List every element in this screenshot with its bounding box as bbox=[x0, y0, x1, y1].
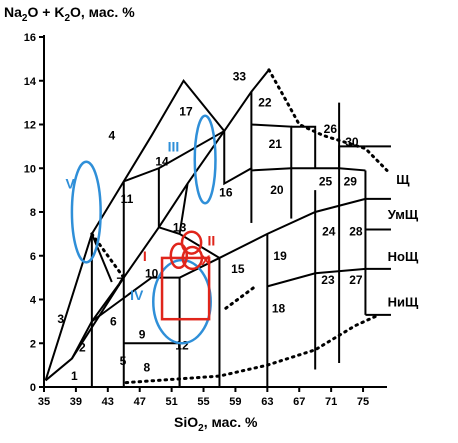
boundary-nosh-nish bbox=[267, 267, 391, 288]
x-axis-title: SiO2, мас. % bbox=[174, 414, 258, 434]
field-label: 20 bbox=[270, 183, 284, 197]
y-tick-label: 4 bbox=[30, 295, 37, 307]
field-label: 16 bbox=[219, 185, 233, 199]
y-tick-label: 2 bbox=[30, 338, 36, 350]
dotted-lower-limit bbox=[124, 313, 381, 385]
field-label: 10 bbox=[145, 266, 159, 280]
field-label: 14 bbox=[155, 155, 169, 169]
field-boundaries bbox=[44, 68, 391, 387]
field-label: 33 bbox=[233, 69, 247, 83]
field-label: 5 bbox=[120, 354, 127, 368]
field-label: 15 bbox=[231, 262, 245, 276]
field-label: 25 bbox=[319, 174, 333, 188]
y-tick-label: 8 bbox=[30, 207, 36, 219]
x-tick-label: 39 bbox=[70, 396, 82, 408]
sample-group-label: X bbox=[201, 252, 211, 268]
field-label: 22 bbox=[258, 96, 272, 110]
x-tick-label: 67 bbox=[293, 396, 305, 408]
y-tick-label: 6 bbox=[30, 251, 36, 263]
field-label: 26 bbox=[324, 122, 338, 136]
sample-group-outline bbox=[70, 160, 102, 264]
boundary-field-7-11 bbox=[90, 233, 113, 283]
sample-group-label: IV bbox=[130, 287, 144, 303]
x-tick-label: 71 bbox=[325, 396, 337, 408]
boundary-upper-diagonal bbox=[44, 69, 270, 382]
field-label: 1 bbox=[71, 369, 78, 383]
field-labels: 1234567891011121314151617181920212223242… bbox=[57, 69, 419, 383]
y-tick-label: 10 bbox=[24, 163, 36, 175]
sample-group-label: III bbox=[168, 138, 180, 154]
sample-group-label: II bbox=[208, 232, 216, 248]
x-tick-label: 43 bbox=[102, 396, 114, 408]
boundary-field-16-20 bbox=[223, 91, 253, 186]
field-label: 17 bbox=[179, 104, 193, 118]
field-label: 8 bbox=[144, 360, 151, 374]
field-label: 23 bbox=[321, 273, 335, 287]
boundary-field-21-26 bbox=[291, 125, 317, 169]
field-label: 28 bbox=[349, 225, 363, 239]
field-label: 3 bbox=[57, 312, 64, 326]
y-tick-label: 12 bbox=[24, 120, 36, 132]
field-label: 6 bbox=[110, 314, 117, 328]
x-tick-label: 75 bbox=[357, 396, 369, 408]
dotted-boundary-15 bbox=[224, 284, 257, 310]
boundary-field-21 bbox=[251, 123, 293, 169]
sample-group-ellipse bbox=[181, 245, 204, 271]
boundary-field-29-30 bbox=[338, 145, 366, 169]
sample-group-ellipse bbox=[180, 230, 203, 255]
boundary-lower-alkaline bbox=[44, 78, 226, 381]
y-tick-label: 16 bbox=[24, 32, 36, 44]
sample-group-ellipse bbox=[169, 242, 189, 270]
field-label: 27 bbox=[349, 273, 363, 287]
x-tick-label: 63 bbox=[261, 396, 273, 408]
x-tick-label: 35 bbox=[38, 396, 50, 408]
field-label: 12 bbox=[175, 338, 189, 352]
sample-group-outline bbox=[193, 114, 217, 205]
x-tick-label: 51 bbox=[165, 396, 177, 408]
sample-group-label: I bbox=[143, 248, 147, 264]
field-label: 2 bbox=[79, 341, 86, 355]
boundary-field-13-14 bbox=[178, 183, 189, 235]
x-tick-label: 55 bbox=[197, 396, 209, 408]
field-label: 24 bbox=[322, 225, 336, 239]
field-label: 21 bbox=[269, 137, 283, 151]
x-tick-label: 47 bbox=[134, 396, 146, 408]
field-label: 4 bbox=[108, 128, 115, 142]
y-tick-label: 14 bbox=[24, 76, 37, 88]
field-label: 30 bbox=[345, 135, 359, 149]
alkalinity-series-label: НиЩ bbox=[388, 295, 419, 310]
field-label: 18 bbox=[272, 301, 286, 315]
sample-group-label: V bbox=[66, 176, 76, 192]
dotted-upper-limit bbox=[267, 68, 389, 172]
y-axis-title: Na2O + K2O, мас. % bbox=[4, 4, 135, 24]
field-label: 11 bbox=[121, 192, 134, 206]
field-label: 9 bbox=[139, 328, 146, 342]
field-label: 7 bbox=[116, 275, 123, 289]
alkalinity-series-label: УмЩ bbox=[388, 207, 419, 222]
alkalinity-series-label: Щ bbox=[396, 172, 410, 187]
y-tick-label: 0 bbox=[30, 382, 36, 394]
x-tick-label: 59 bbox=[229, 396, 241, 408]
alkalinity-series-label: НоЩ bbox=[388, 249, 419, 264]
field-label: 13 bbox=[173, 220, 187, 234]
field-label: 19 bbox=[273, 249, 287, 263]
field-label: 29 bbox=[344, 174, 358, 188]
boundary-field-20-25 bbox=[251, 167, 366, 172]
